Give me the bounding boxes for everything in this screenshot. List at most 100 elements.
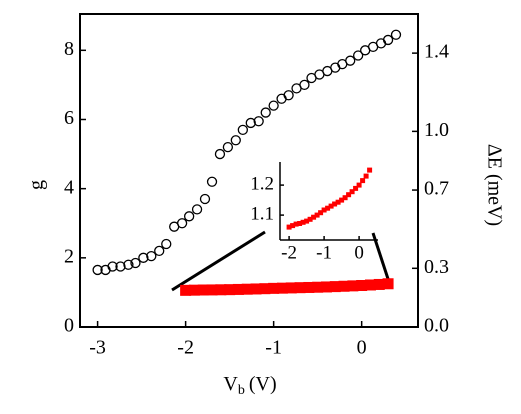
- marker: [347, 280, 359, 292]
- marker: [360, 178, 366, 184]
- marker: [268, 100, 279, 111]
- x-label-main: V: [223, 373, 238, 395]
- marker: [338, 280, 350, 292]
- marker: [197, 284, 209, 296]
- y-tick-label: 1.2: [250, 173, 274, 194]
- marker: [321, 207, 327, 213]
- marker: [367, 167, 373, 173]
- connector: [171, 230, 266, 292]
- y2-tick-label: 0.7: [424, 178, 449, 200]
- marker: [92, 264, 103, 276]
- marker: [276, 282, 288, 294]
- marker: [352, 50, 364, 61]
- y-tick-label: 0: [64, 315, 74, 337]
- marker: [245, 117, 256, 129]
- marker: [307, 216, 313, 222]
- connector: [371, 232, 392, 286]
- marker: [363, 173, 369, 179]
- marker: [356, 279, 368, 291]
- marker: [373, 278, 385, 290]
- marker: [215, 284, 227, 296]
- marker: [294, 282, 306, 294]
- marker: [130, 257, 141, 269]
- x-tick-label: -2: [281, 242, 297, 263]
- marker: [199, 193, 211, 205]
- marker: [107, 261, 118, 272]
- marker: [183, 211, 195, 222]
- marker: [346, 192, 352, 198]
- marker: [356, 182, 362, 188]
- y2-tick-label: 1.4: [424, 41, 449, 63]
- marker: [318, 210, 324, 216]
- marker: [138, 252, 149, 263]
- marker: [320, 281, 332, 293]
- x-axis-label: Vb (V): [223, 373, 276, 399]
- marker: [335, 199, 341, 205]
- x-label-unit: (V): [249, 373, 277, 395]
- marker: [299, 79, 310, 91]
- marker: [260, 107, 271, 118]
- y2-tick-label: 1.0: [424, 119, 449, 141]
- marker: [382, 34, 394, 46]
- marker: [303, 281, 315, 293]
- marker: [349, 189, 355, 195]
- marker: [230, 135, 241, 146]
- marker: [390, 29, 402, 40]
- y-axis-label: g: [26, 180, 48, 190]
- marker: [222, 142, 234, 153]
- marker: [180, 284, 192, 296]
- x-tick-label: -1: [265, 337, 282, 359]
- marker: [286, 224, 292, 230]
- x-tick-label: -3: [89, 337, 106, 359]
- marker: [161, 238, 172, 250]
- marker: [191, 204, 203, 215]
- marker: [237, 124, 248, 136]
- marker: [285, 282, 297, 294]
- marker: [232, 283, 244, 295]
- marker: [342, 195, 348, 201]
- y-tick-label: 6: [64, 107, 74, 129]
- marker: [206, 176, 218, 187]
- marker: [146, 250, 157, 262]
- x-tick-label: 0: [357, 337, 367, 359]
- x-label-sub: b: [238, 383, 245, 398]
- x-tick-label: -2: [177, 337, 194, 359]
- marker: [241, 283, 253, 295]
- marker: [283, 90, 294, 101]
- y-tick-label: 8: [64, 38, 74, 60]
- marker: [214, 148, 226, 160]
- marker: [290, 223, 296, 229]
- marker: [312, 281, 324, 293]
- marker: [364, 279, 376, 291]
- marker: [115, 261, 126, 272]
- marker: [332, 201, 338, 207]
- marker: [293, 221, 299, 227]
- marker: [382, 278, 394, 290]
- marker: [297, 221, 303, 226]
- marker: [250, 283, 262, 295]
- plot-frame: [79, 13, 419, 328]
- marker: [304, 218, 310, 224]
- marker: [259, 283, 271, 295]
- marker: [224, 284, 236, 296]
- marker: [329, 281, 341, 293]
- marker: [325, 205, 331, 211]
- marker: [339, 197, 345, 203]
- y-tick-label: 1.1: [250, 203, 274, 224]
- y2-tick-label: 0.0: [424, 315, 449, 337]
- marker: [154, 245, 165, 257]
- marker: [328, 203, 334, 209]
- marker: [314, 212, 320, 218]
- y2-axis-label: ΔE (meV): [483, 144, 505, 226]
- marker: [268, 282, 280, 294]
- marker: [300, 219, 306, 225]
- marker: [206, 284, 218, 296]
- marker: [176, 218, 188, 229]
- marker: [311, 214, 317, 220]
- marker: [188, 284, 200, 296]
- x-tick-label: -1: [316, 242, 332, 263]
- y2-tick-label: 0.3: [424, 256, 449, 278]
- y-tick-label: 2: [64, 245, 74, 267]
